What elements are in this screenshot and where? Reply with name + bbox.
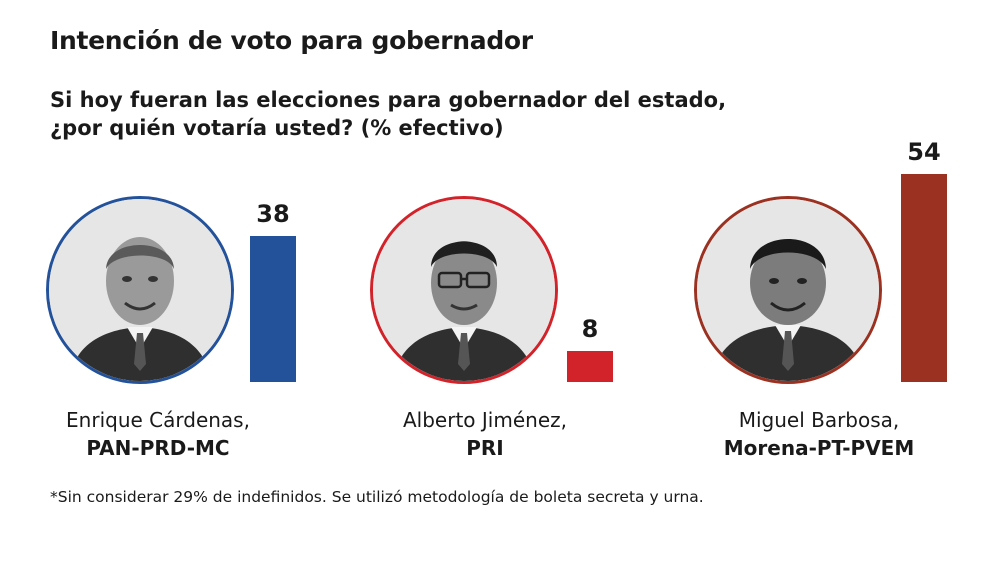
candidate-party: PRI — [466, 436, 504, 460]
candidate-party: Morena-PT-PVEM — [723, 436, 915, 460]
person-portrait-icon — [373, 199, 555, 381]
candidate-name: Miguel Barbosa, — [738, 408, 900, 432]
chart-subtitle: Si hoy fueran las elecciones para gobern… — [50, 86, 810, 142]
bar-jimenez — [567, 351, 613, 382]
value-barbosa: 54 — [907, 138, 941, 166]
label-barbosa: Miguel Barbosa, Morena-PT-PVEM — [669, 406, 969, 462]
bar-cardenas — [250, 236, 296, 382]
portrait-jimenez — [370, 196, 558, 384]
candidate-name: Enrique Cárdenas, — [66, 408, 250, 432]
label-cardenas: Enrique Cárdenas, PAN-PRD-MC — [8, 406, 308, 462]
candidate-party: PAN-PRD-MC — [86, 436, 230, 460]
person-portrait-icon — [697, 199, 879, 381]
person-portrait-icon — [49, 199, 231, 381]
candidate-name: Alberto Jiménez, — [403, 408, 567, 432]
portrait-barbosa — [694, 196, 882, 384]
chart-title: Intención de voto para gobernador — [50, 26, 533, 55]
subtitle-line-2: ¿por quién votaría usted? (% efectivo) — [50, 116, 504, 140]
portrait-cardenas — [46, 196, 234, 384]
value-jimenez: 8 — [581, 315, 599, 343]
footnote: *Sin considerar 29% de indefinidos. Se u… — [50, 488, 704, 506]
subtitle-line-1: Si hoy fueran las elecciones para gobern… — [50, 88, 727, 112]
label-jimenez: Alberto Jiménez, PRI — [335, 406, 635, 462]
bar-barbosa — [901, 174, 947, 382]
value-cardenas: 38 — [256, 200, 290, 228]
